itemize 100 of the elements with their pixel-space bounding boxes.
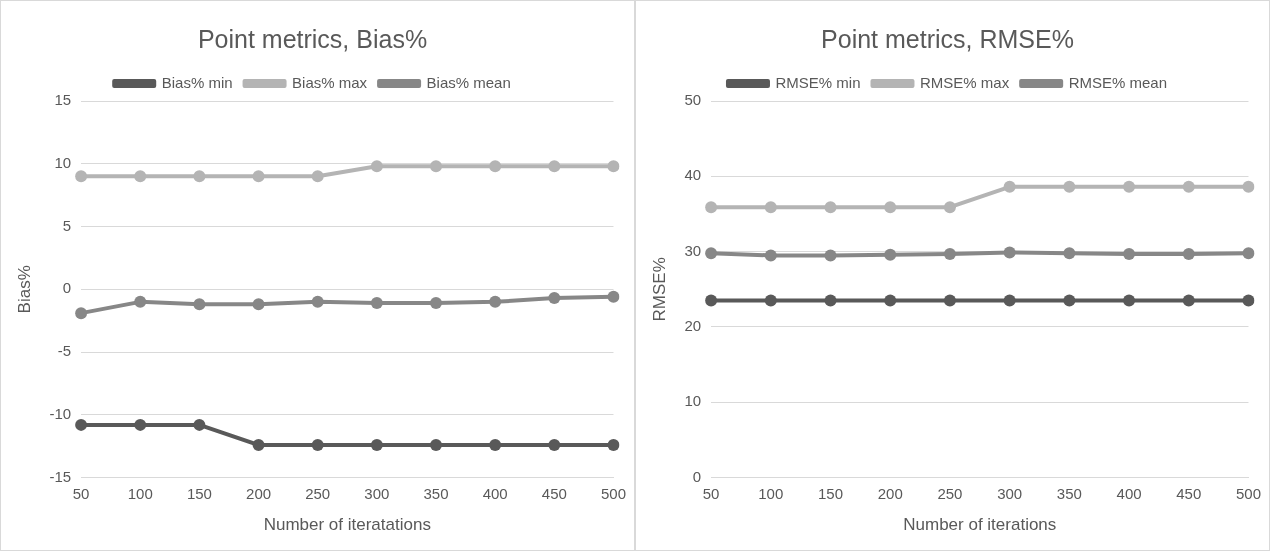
point (75, 307, 88, 320)
chart-title: Point metrics, RMSE% (821, 24, 1074, 53)
legend-label: Bias% min (161, 73, 233, 91)
x-tick-label: 250 (937, 484, 963, 502)
legend-label: RMSE% max (919, 73, 1010, 91)
point (824, 294, 837, 307)
point (430, 297, 443, 310)
point (193, 170, 206, 183)
legend-label: Bias% mean (426, 73, 511, 91)
point (1123, 247, 1136, 260)
point (489, 160, 502, 173)
x-tick-label: 150 (186, 484, 212, 502)
point (252, 438, 265, 451)
point (1063, 180, 1076, 193)
point (607, 160, 620, 173)
point (75, 170, 88, 183)
point (607, 438, 620, 451)
x-tick-label: 150 (817, 484, 844, 502)
y-tick-label: 50 (684, 91, 702, 109)
point (764, 249, 777, 262)
point (824, 249, 837, 262)
x-tick-label: 100 (758, 484, 784, 502)
point (1123, 294, 1136, 307)
x-tick-label: 450 (1176, 484, 1202, 502)
legend-label: Bias% max (292, 73, 368, 91)
point (943, 294, 956, 307)
y-tick-label: 5 (62, 216, 72, 234)
point (1182, 247, 1195, 260)
point (943, 247, 956, 260)
point (1063, 294, 1076, 307)
point (134, 295, 147, 308)
point (370, 160, 383, 173)
x-tick-label: 500 (600, 484, 626, 502)
point (705, 247, 718, 260)
y-tick-label: 10 (684, 392, 702, 410)
point (1003, 246, 1016, 259)
point (134, 170, 147, 183)
y-tick-label: 20 (684, 317, 702, 335)
point (75, 418, 88, 431)
point (548, 292, 561, 305)
point (1003, 294, 1016, 307)
x-tick-label: 350 (423, 484, 449, 502)
point (311, 170, 324, 183)
legend-label: RMSE% min (775, 73, 861, 91)
point (884, 248, 897, 261)
point (548, 438, 561, 451)
y-tick-label: 15 (54, 91, 72, 109)
x-tick-label: 250 (305, 484, 331, 502)
point (607, 290, 620, 303)
point (1242, 294, 1255, 307)
point (943, 201, 956, 214)
y-tick-label: 0 (62, 279, 72, 297)
point (430, 438, 443, 451)
x-tick-label: 200 (877, 484, 903, 502)
x-tick-label: 300 (364, 484, 390, 502)
point (489, 438, 502, 451)
point (884, 294, 897, 307)
point (1242, 247, 1255, 260)
y-axis-title: RMSE% (649, 257, 669, 322)
x-tick-label: 200 (246, 484, 272, 502)
point (705, 294, 718, 307)
point (134, 418, 147, 431)
y-tick-label: -10 (49, 404, 72, 422)
chart-title: Point metrics, Bias% (197, 24, 428, 53)
x-axis-title: Number of iterations (903, 515, 1057, 535)
x-tick-label: 300 (997, 484, 1023, 502)
y-tick-label: 10 (54, 153, 72, 171)
x-axis-title: Number of iteratations (263, 515, 431, 535)
y-tick-label: -15 (49, 467, 72, 485)
point (1003, 180, 1016, 193)
point (430, 160, 443, 173)
point (311, 438, 324, 451)
y-tick-label: 0 (692, 467, 702, 485)
point (548, 160, 561, 173)
x-tick-label: 450 (541, 484, 567, 502)
y-tick-label: 40 (684, 166, 702, 184)
point (764, 294, 777, 307)
y-tick-label: 30 (684, 241, 702, 259)
legend-label: RMSE% mean (1068, 73, 1168, 91)
point (1242, 180, 1255, 193)
point (1182, 294, 1195, 307)
point (884, 201, 897, 214)
y-tick-label: -5 (57, 342, 72, 360)
point (764, 201, 777, 214)
point (1063, 247, 1076, 260)
x-tick-label: 400 (1116, 484, 1142, 502)
point (193, 298, 206, 311)
point (252, 298, 265, 311)
point (705, 201, 718, 214)
x-tick-label: 500 (1235, 484, 1261, 502)
x-tick-label: 350 (1056, 484, 1082, 502)
point (1123, 180, 1136, 193)
point (252, 170, 265, 183)
point (370, 297, 383, 310)
point (193, 418, 206, 431)
point (489, 295, 502, 308)
point (1182, 180, 1195, 193)
y-axis-title: Bias% (14, 265, 34, 314)
point (824, 201, 837, 214)
point (311, 295, 324, 308)
